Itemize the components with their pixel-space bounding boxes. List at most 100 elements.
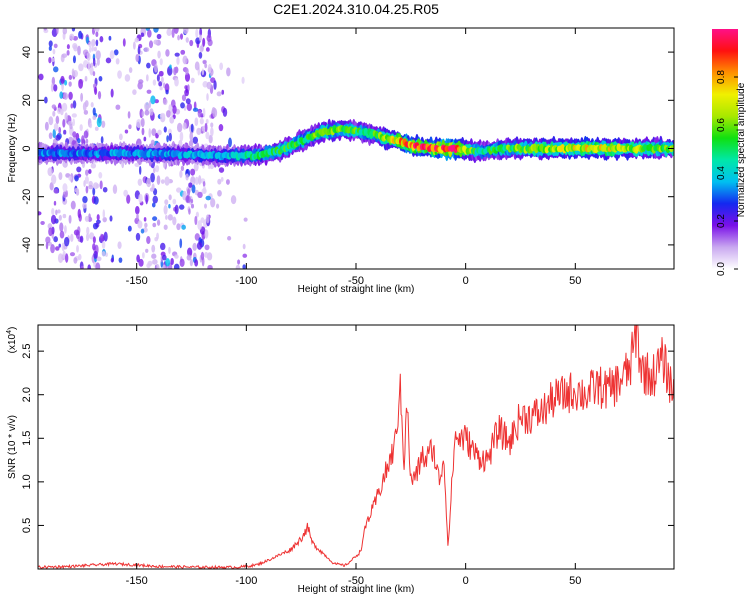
spectrogram-cell [138,258,144,267]
spectrogram-cell [53,188,59,194]
spectrogram-cell [66,44,70,50]
spectrogram-cell [76,166,82,173]
snr-panel: -150 -100 -50 0 50 0.5 1.0 1.5 2.0 2.5 Height of… [6,324,675,595]
spectrogram-cell [143,47,150,53]
spectrogram-cell [181,224,186,230]
spectrogram-cell [230,195,237,205]
spectrogram-cell [88,184,94,190]
spectrogram-cell [171,28,175,38]
spectrogram-cell [207,63,212,74]
spectrogram-cell [38,211,42,216]
spectrogram-cell [156,74,160,82]
spectrogram-cell [53,66,59,73]
spectrogram-cell [78,78,84,89]
spectrogram-cell [92,107,96,116]
spectrogram-cell [79,124,83,131]
spectrogram-cell [188,140,194,147]
spectrogram-cell [194,61,200,71]
spectrogram-cell [73,257,78,264]
spectrogram-cell [194,215,198,226]
spectrogram-cell [93,46,97,52]
spectrogram-cell [88,168,92,175]
x-tick-label: -100 [235,575,257,587]
spectrogram-cell [88,232,95,240]
spectrogram-cell [110,88,114,98]
spectrogram-cell [70,103,74,109]
spectrogram-cell [146,263,151,269]
spectrogram-cell [92,115,97,121]
spectrogram-cell [76,138,81,144]
spectrogram-cell [201,125,206,132]
spectrogram-cell [71,28,76,32]
spectrogram-cell [205,47,210,52]
spectrogram-cell [71,68,75,76]
spectrogram-cell [127,111,131,119]
spectrogram-cell [53,43,58,49]
spectrogram-cell [50,244,55,254]
spectrogram-cell [213,80,217,90]
spectrogram-cell [64,79,68,86]
spectrogram-cell [185,173,189,181]
spectrogram-cell [95,50,101,60]
spectrogram-cell [50,214,57,225]
spectrogram-cell [218,167,225,173]
spectrogram-cell [88,41,93,48]
spectrogram-cell [241,76,245,84]
spectrogram-cell [108,35,112,41]
spectrogram-cell [220,177,224,182]
spectrogram-cell [172,198,177,205]
spectrogram-cell [235,264,241,269]
spectrogram-cell [65,253,69,263]
spectrogram-cell [48,56,52,64]
spectrogram-cell [92,222,99,230]
spectrogram-cell [149,108,154,116]
spectrogram-cell [180,165,185,172]
spectrogram-cell [136,118,142,129]
spectrogram-cell [61,242,65,252]
spectrogram-cell [85,169,89,176]
spectrogram-cell [203,185,206,194]
spectrogram-cell [206,252,213,261]
spectrogram-cell [190,203,195,209]
spectrogram-cell [71,113,77,118]
spectrogram-cell [98,76,103,82]
spectrogram-cell [62,190,67,198]
spectrogram-cell [205,131,210,140]
spectrogram-cell [174,52,180,57]
spectrogram-cell [228,137,232,148]
spectrogram-cell [59,91,64,99]
spectrogram-cell [183,28,189,35]
spectrogram-cell [202,180,206,187]
spectrogram-cell [166,28,172,37]
spectrogram-cell [198,34,203,42]
spectrogram-cell [137,46,141,55]
spectrogram-cell [179,170,183,178]
spectrogram-cell [180,33,184,40]
spectrogram-cell [210,198,216,208]
spectrogram-cell [115,58,120,65]
snr-x-label: Height of straight line (km) [298,584,415,595]
spectrogram-cell [151,202,156,208]
x-tick-label: 0 [463,275,469,287]
spectrogram-cell [68,214,72,224]
spectrogram-cell [53,236,58,243]
colorbar-scale [712,29,738,269]
spectrogram-cell [87,264,92,269]
spectrogram-cell [93,196,99,205]
spectrogram-cell [169,116,175,124]
spectrogram-cell [102,209,106,219]
spectrogram-cell [103,231,108,242]
spectrogram-cell [204,229,209,239]
spectrogram-cell [206,81,212,90]
spectrogram-cell [40,220,45,226]
spectrogram-cell [160,76,164,83]
spectrogram-cell [86,36,89,44]
spectrogram-cell [176,56,180,65]
spectrogram-cell [204,244,210,251]
y-tick-label: 1.5 [21,431,33,446]
spectrogram-cell [189,259,194,267]
spectrogram-cell [84,175,89,185]
spectrogram-cell [207,264,213,269]
spectrogram-cell [200,217,205,224]
